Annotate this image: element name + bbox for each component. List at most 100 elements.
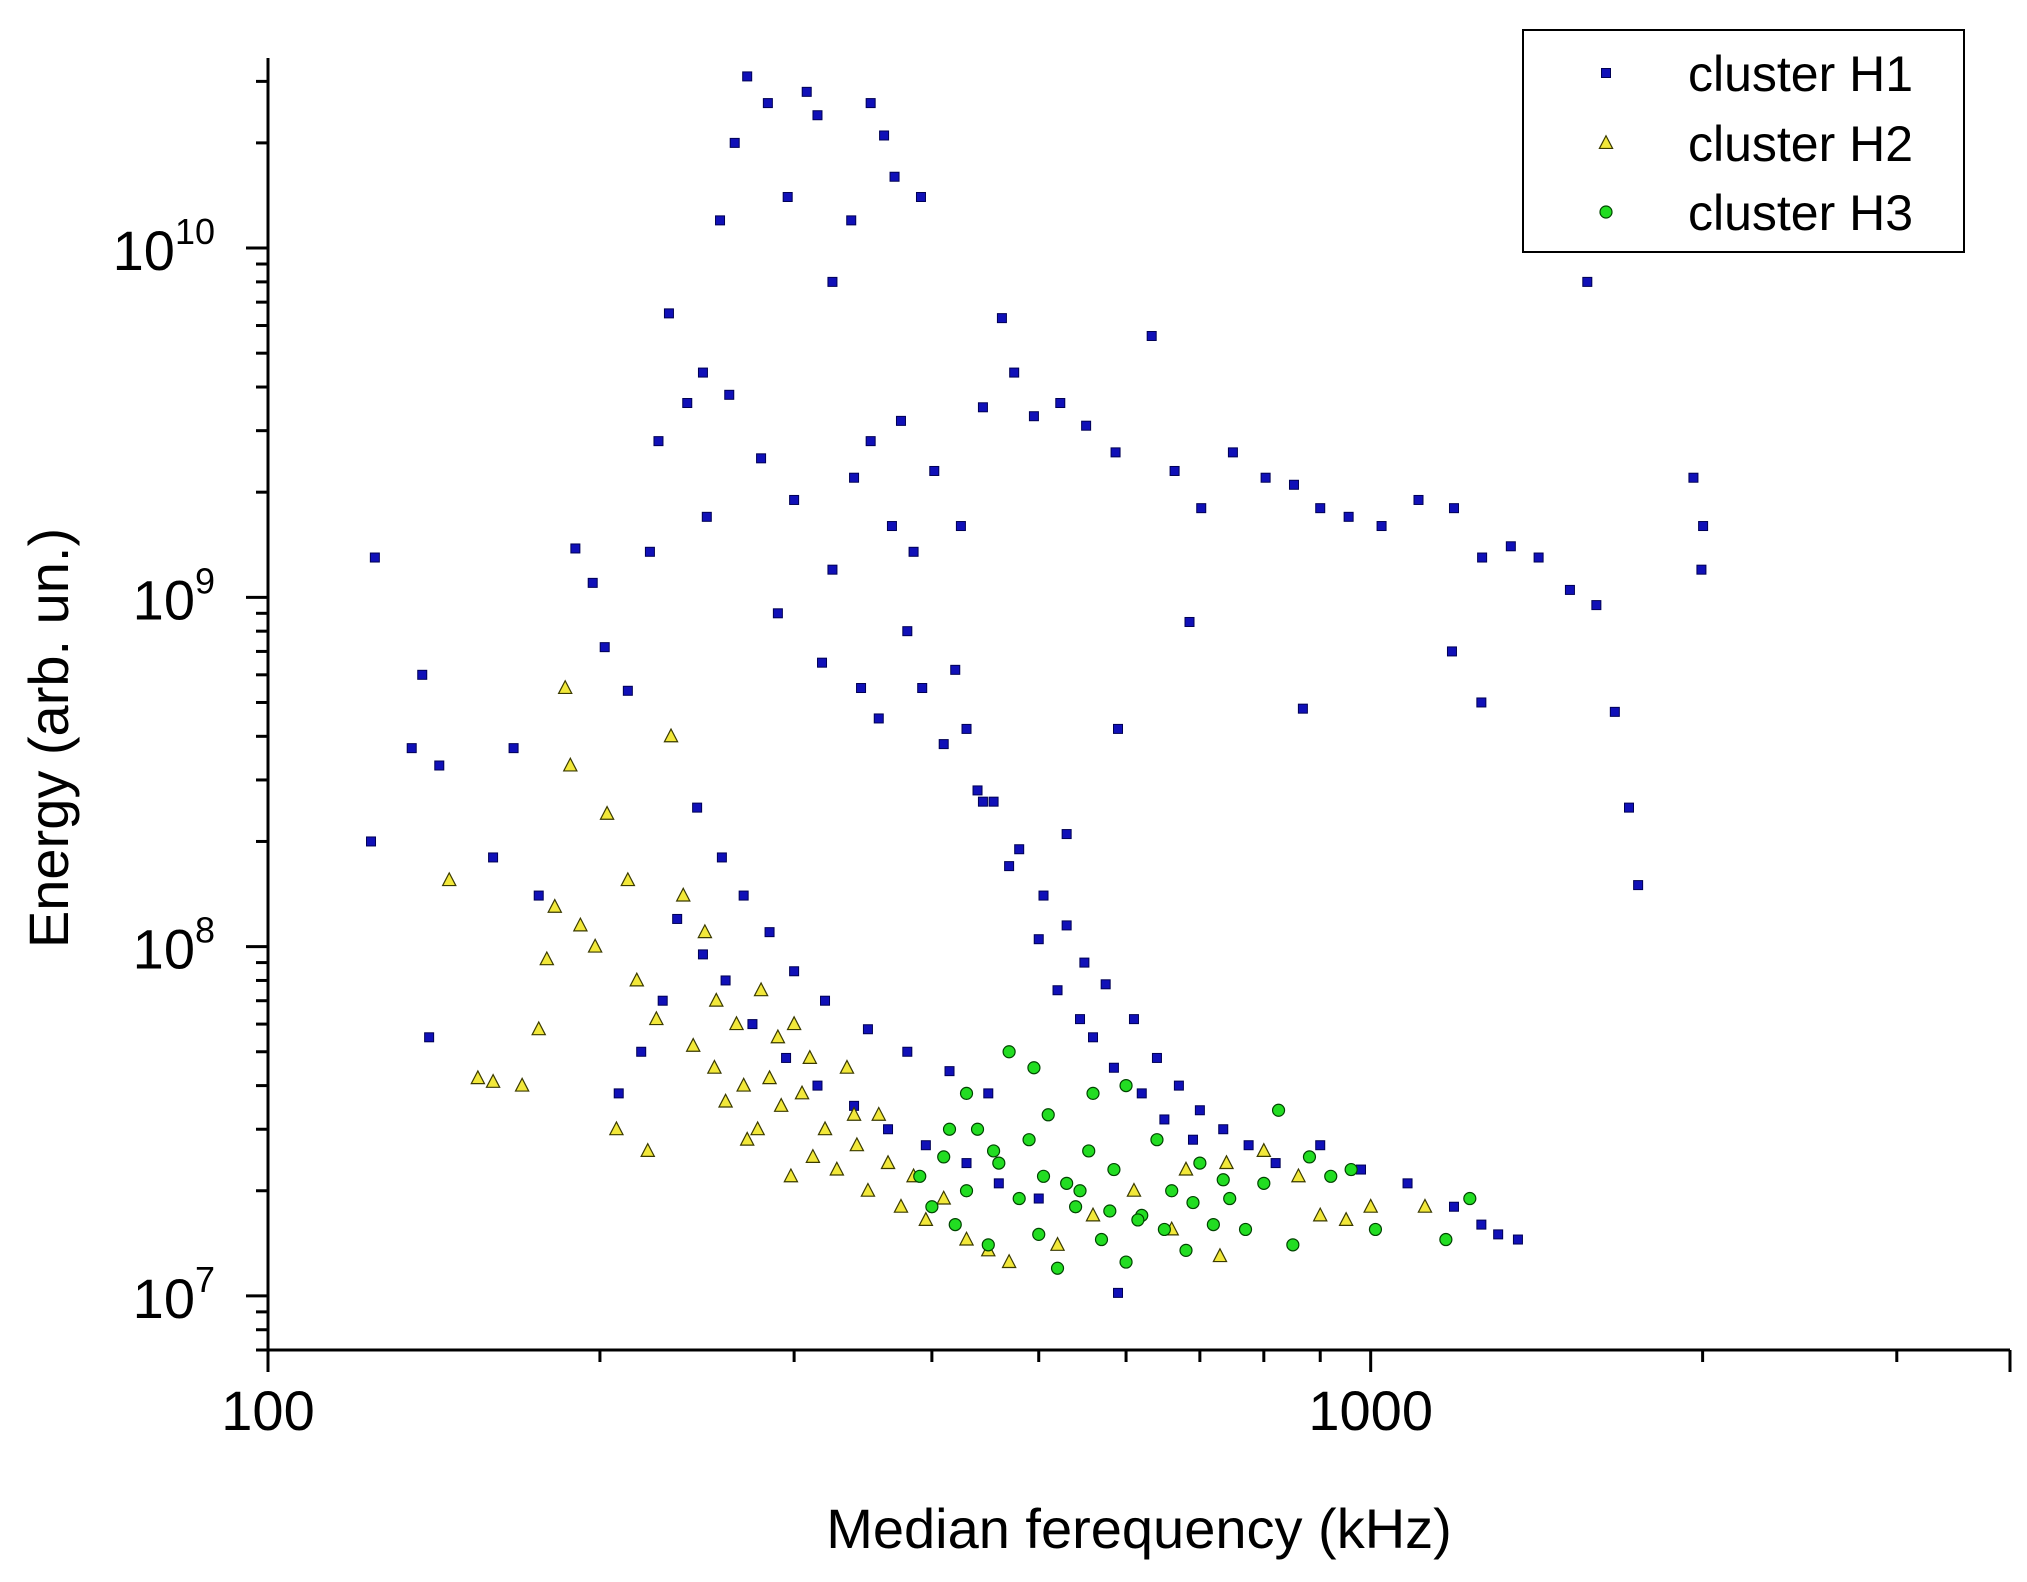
- data-point: [942, 1122, 957, 1136]
- data-point: [981, 1238, 995, 1252]
- data-point: [1476, 1219, 1487, 1230]
- y-tick-label: 109: [133, 560, 215, 631]
- data-point: [865, 98, 876, 109]
- data-point: [1591, 600, 1602, 611]
- data-point: [1103, 1204, 1117, 1218]
- data-point: [959, 1086, 974, 1100]
- data-point: [1413, 494, 1424, 505]
- data-point: [1088, 1032, 1099, 1043]
- data-point: [917, 683, 928, 694]
- data-point: [1022, 1133, 1036, 1147]
- data-point: [783, 1167, 799, 1183]
- data-point: [1081, 420, 1092, 431]
- data-point: [663, 727, 679, 743]
- data-point: [846, 1106, 862, 1121]
- data-point: [640, 1142, 656, 1157]
- data-point: [728, 1015, 745, 1031]
- data-point: [613, 1088, 624, 1099]
- data-point: [812, 110, 823, 121]
- data-point: [750, 1120, 766, 1136]
- data-point: [1009, 367, 1020, 378]
- data-point: [902, 626, 913, 637]
- data-point: [873, 713, 884, 724]
- data-point: [961, 1158, 972, 1169]
- data-point: [993, 1178, 1004, 1189]
- data-point: [1286, 1238, 1300, 1252]
- data-point: [1344, 1162, 1358, 1177]
- data-point: [862, 1024, 873, 1035]
- data-point: [717, 1093, 734, 1108]
- data-point: [812, 1080, 823, 1091]
- data-point: [871, 1106, 887, 1121]
- x-axis-title: Median ferequency (kHz): [826, 1497, 1452, 1560]
- data-point: [1206, 1217, 1220, 1232]
- data-point: [860, 1182, 876, 1197]
- data-point: [417, 669, 428, 680]
- data-point: [1036, 1169, 1051, 1183]
- data-point: [406, 743, 417, 754]
- data-point: [762, 98, 773, 109]
- data-point: [846, 215, 857, 226]
- data-point: [1086, 1086, 1100, 1100]
- data-point: [801, 86, 812, 97]
- data-point: [1128, 1014, 1139, 1025]
- data-point: [1169, 465, 1180, 476]
- data-point: [706, 1059, 722, 1074]
- data-point: [1476, 697, 1487, 708]
- data-point: [983, 1088, 994, 1099]
- series-3: [913, 1045, 1477, 1275]
- data-point: [1315, 503, 1326, 514]
- data-point: [1212, 1247, 1228, 1263]
- data-point: [1243, 1140, 1254, 1151]
- series-1: [366, 71, 1709, 1298]
- data-point: [1493, 1229, 1504, 1240]
- data-point: [1260, 472, 1271, 483]
- data-point: [1100, 979, 1111, 990]
- data-point: [756, 453, 767, 464]
- data-point: [1216, 1173, 1230, 1187]
- data-point: [1238, 1222, 1253, 1237]
- data-point: [608, 1120, 625, 1136]
- data-point: [1368, 1222, 1383, 1237]
- legend-label: cluster H2: [1688, 116, 1913, 172]
- data-markers: [366, 71, 1709, 1298]
- data-point: [720, 975, 731, 986]
- data-point: [1082, 1144, 1096, 1158]
- legend-marker: [1601, 68, 1611, 78]
- data-point: [1032, 1227, 1046, 1241]
- data-point: [794, 1084, 810, 1100]
- data-point: [1218, 1154, 1235, 1170]
- data-point: [1038, 890, 1049, 901]
- data-point: [1356, 1164, 1367, 1175]
- data-point: [1402, 1178, 1413, 1189]
- data-point: [1151, 1052, 1162, 1063]
- data-point: [1113, 1287, 1124, 1298]
- data-point: [1417, 1198, 1433, 1213]
- data-point: [1186, 1195, 1200, 1210]
- data-point: [889, 171, 900, 182]
- data-point: [1315, 1140, 1326, 1151]
- data-point: [1223, 1191, 1237, 1206]
- data-point: [1049, 1236, 1066, 1251]
- data-point: [1324, 1169, 1338, 1183]
- data-point: [1297, 703, 1308, 714]
- data-point: [636, 1046, 647, 1057]
- data-point: [977, 796, 988, 807]
- data-point: [1165, 1184, 1179, 1198]
- data-point: [587, 577, 598, 588]
- data-point: [1184, 616, 1195, 627]
- data-point: [918, 1211, 934, 1226]
- data-point: [1270, 1158, 1281, 1169]
- data-point: [1002, 1045, 1016, 1059]
- data-point: [1448, 503, 1459, 514]
- data-point: [972, 785, 983, 796]
- x-tick-labels: 100 1000: [221, 1379, 1433, 1442]
- data-point: [1564, 584, 1575, 595]
- data-point: [970, 1122, 985, 1136]
- data-point: [1027, 1061, 1041, 1075]
- data-point: [1060, 1176, 1074, 1190]
- data-point: [697, 923, 713, 939]
- data-point: [920, 1140, 931, 1151]
